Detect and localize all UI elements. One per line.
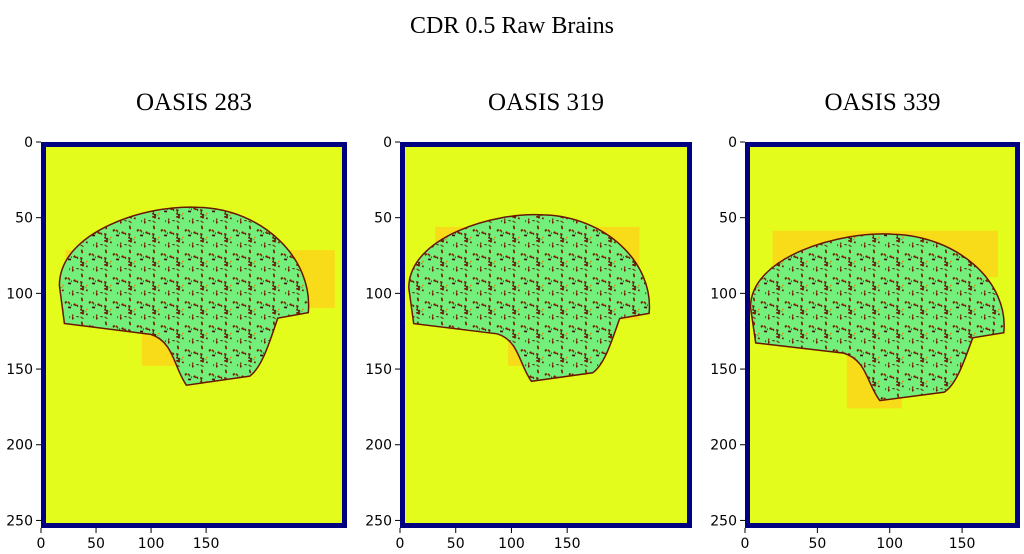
x-tick-label: 0 bbox=[741, 536, 750, 552]
panel-title: OASIS 319 bbox=[488, 89, 604, 116]
x-tick-label: 100 bbox=[876, 536, 903, 552]
y-tick-label: 100 bbox=[710, 286, 737, 302]
y-tick-label: 150 bbox=[710, 362, 737, 378]
x-tick-label: 100 bbox=[498, 536, 525, 552]
x-tick-label: 100 bbox=[138, 536, 165, 552]
y-tick-label: 50 bbox=[15, 211, 33, 227]
x-tick-label: 150 bbox=[949, 536, 976, 552]
figure-title: CDR 0.5 Raw Brains bbox=[410, 13, 614, 39]
y-tick-label: 50 bbox=[719, 211, 737, 227]
brain-slice bbox=[58, 206, 310, 387]
y-tick-label: 150 bbox=[6, 362, 33, 378]
y-tick-label: 0 bbox=[728, 135, 737, 151]
x-tick-label: 0 bbox=[396, 536, 405, 552]
brain-slice bbox=[749, 233, 1005, 402]
y-tick-label: 0 bbox=[383, 135, 392, 151]
y-tick-label: 200 bbox=[6, 438, 33, 454]
x-tick-label: 50 bbox=[447, 536, 465, 552]
y-tick-label: 250 bbox=[365, 513, 392, 529]
panel-title: OASIS 339 bbox=[825, 89, 941, 116]
y-tick-label: 50 bbox=[374, 211, 392, 227]
x-tick-label: 50 bbox=[87, 536, 105, 552]
brain-slice bbox=[408, 213, 651, 383]
y-tick-label: 200 bbox=[365, 438, 392, 454]
y-tick-label: 200 bbox=[710, 438, 737, 454]
y-tick-label: 250 bbox=[710, 513, 737, 529]
y-tick-label: 150 bbox=[365, 362, 392, 378]
y-tick-label: 100 bbox=[365, 286, 392, 302]
y-tick-label: 250 bbox=[6, 513, 33, 529]
x-tick-label: 150 bbox=[554, 536, 581, 552]
x-tick-label: 50 bbox=[808, 536, 826, 552]
y-tick-label: 100 bbox=[6, 286, 33, 302]
x-tick-label: 0 bbox=[37, 536, 46, 552]
panel-title: OASIS 283 bbox=[136, 89, 252, 116]
y-tick-label: 0 bbox=[24, 135, 33, 151]
x-tick-label: 150 bbox=[193, 536, 220, 552]
